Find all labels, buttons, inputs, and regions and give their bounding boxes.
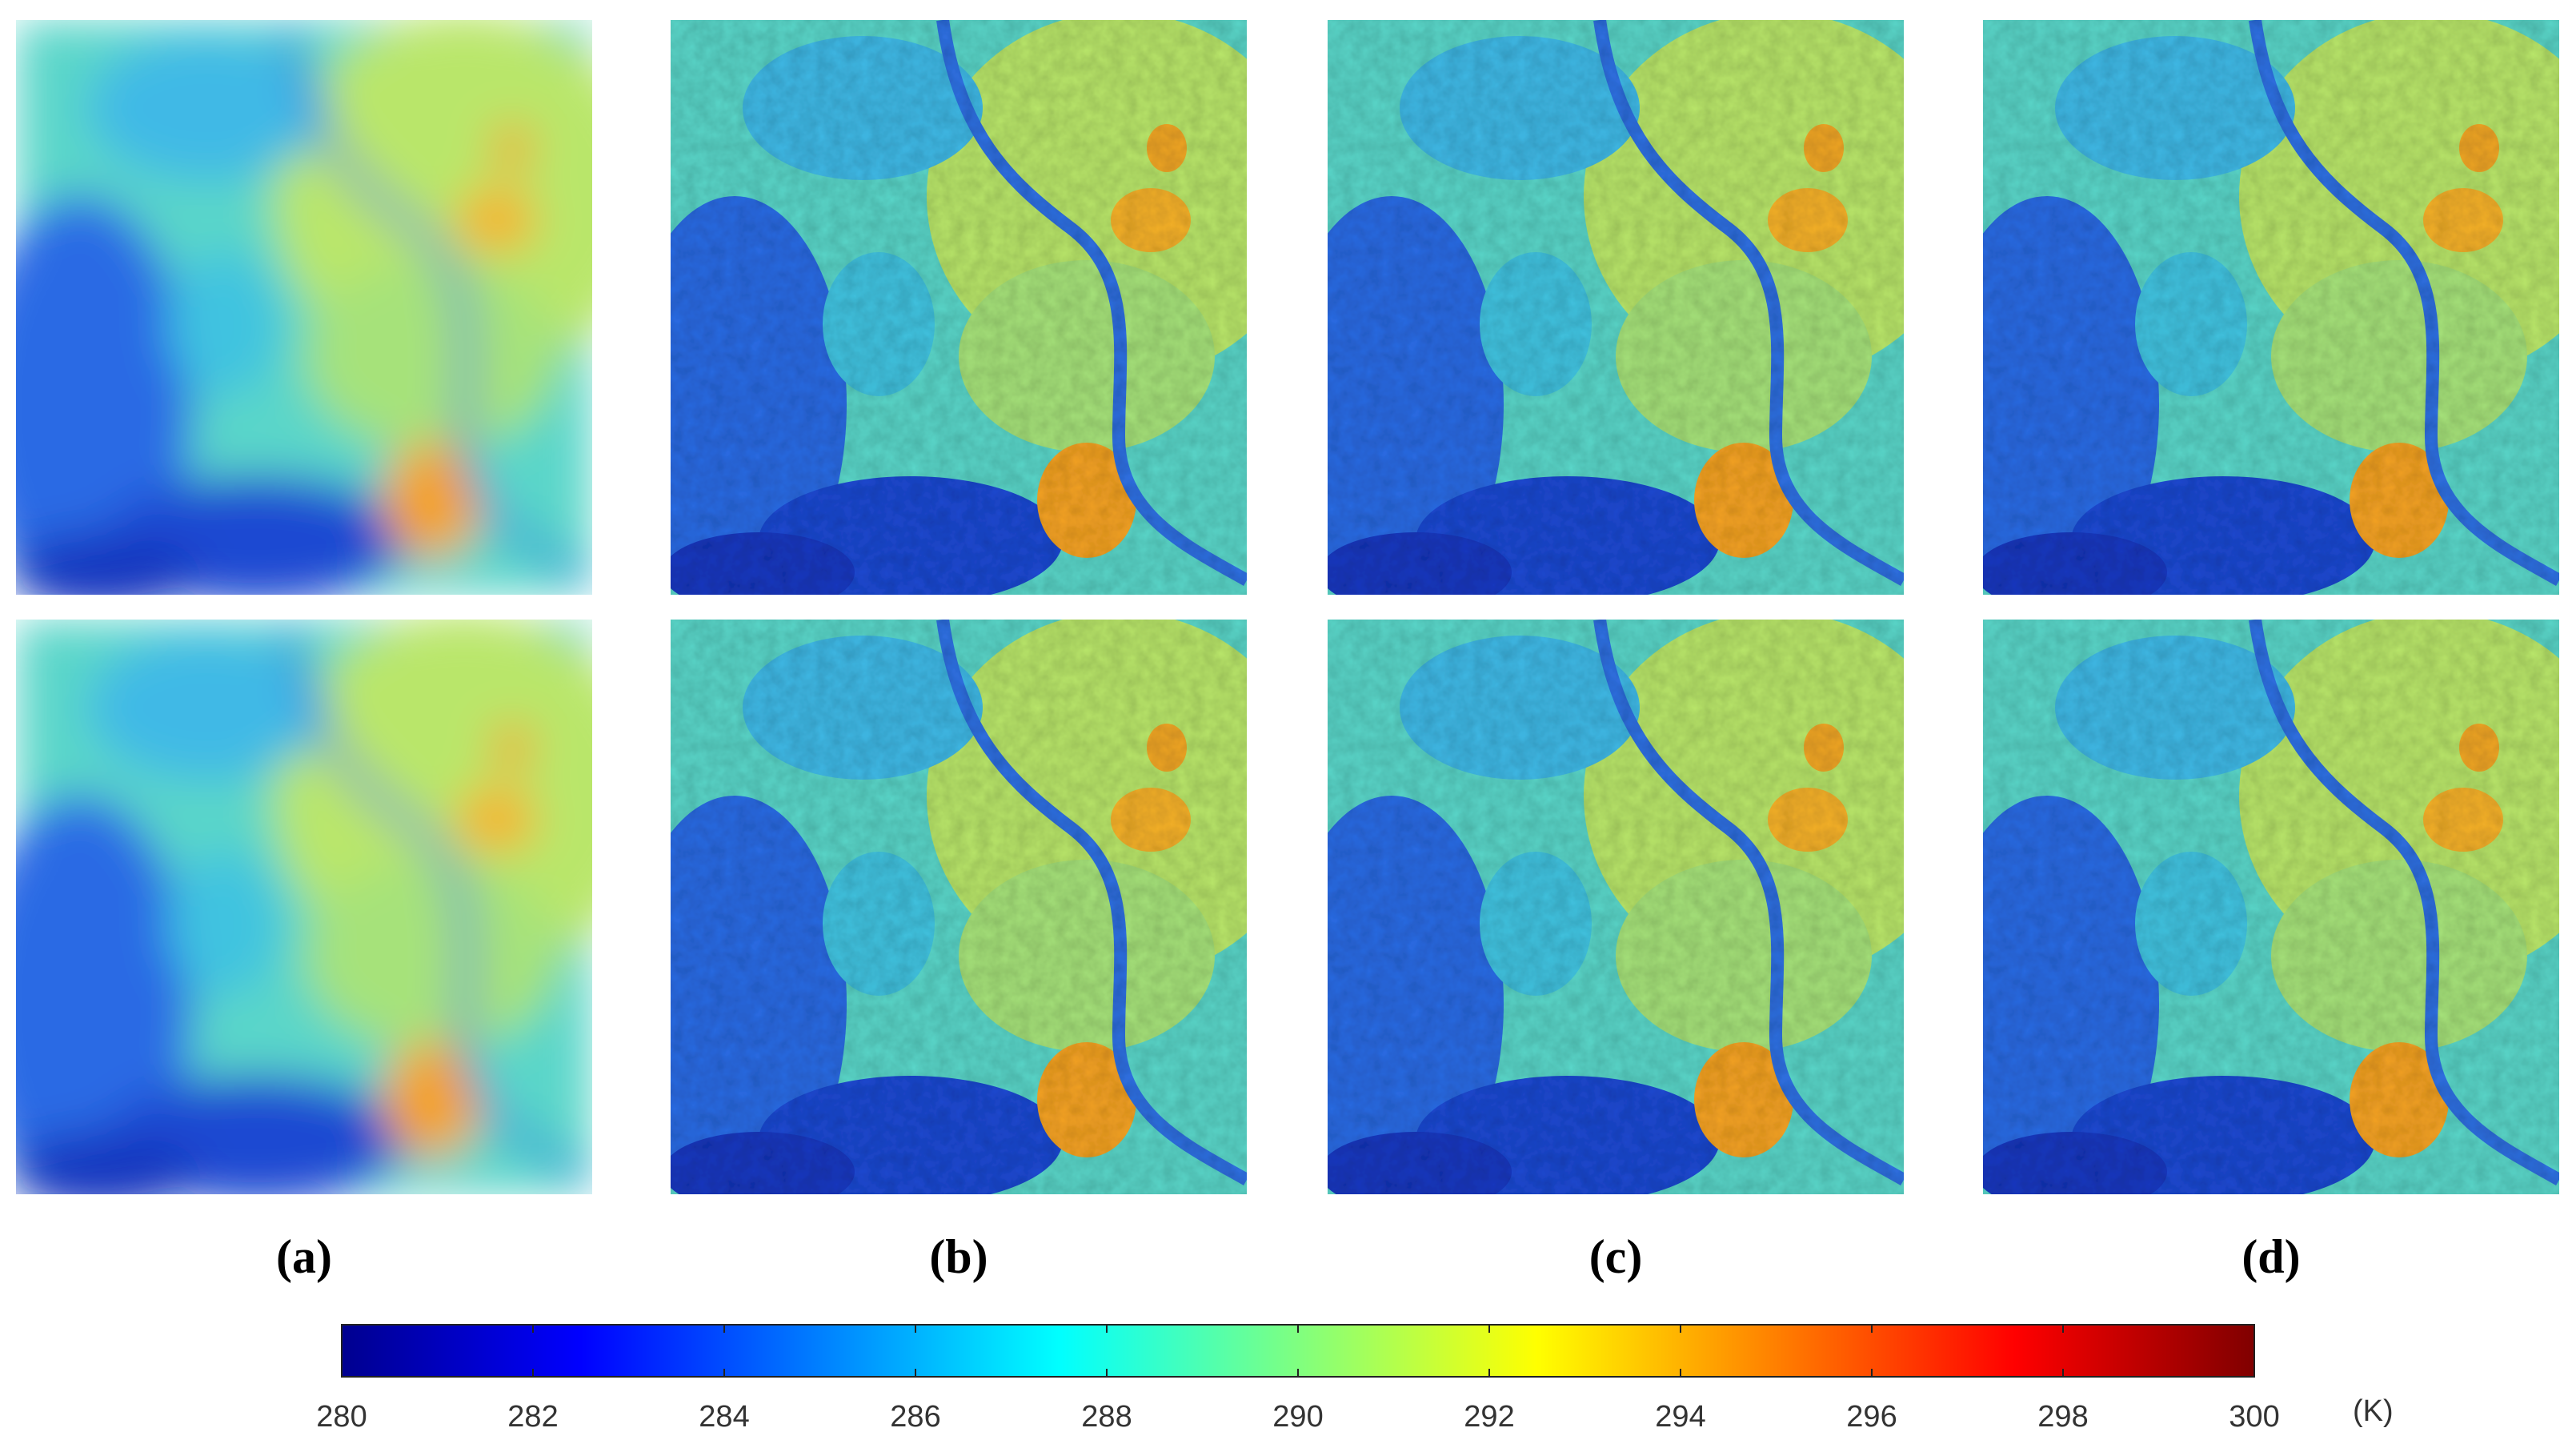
panel-d-bottom	[1935, 612, 2576, 1212]
tick-label: 294	[1655, 1400, 1705, 1434]
panel-b-bottom	[623, 612, 1311, 1212]
panel-label: (a)	[276, 1230, 332, 1283]
tick-label: 282	[507, 1400, 558, 1434]
tick-label: 290	[1272, 1400, 1323, 1434]
tick-label: 284	[699, 1400, 749, 1434]
panel-label: (b)	[929, 1230, 988, 1283]
tick-label: 288	[1081, 1400, 1132, 1434]
panel-b-top	[623, 12, 1311, 612]
tick-label: 296	[1846, 1400, 1897, 1434]
tick-label: 286	[890, 1400, 940, 1434]
tick-label: 300	[2229, 1400, 2279, 1434]
colorbar-gradient	[341, 1324, 2255, 1378]
tick-label: 292	[1464, 1400, 1514, 1434]
panel-a-top	[0, 12, 656, 612]
panel-label: (c)	[1589, 1230, 1643, 1283]
panel-c-top	[1280, 12, 1968, 612]
colorbar-unit: (K)	[2353, 1394, 2394, 1428]
panel-label: (d)	[2241, 1230, 2300, 1283]
tick-label: 280	[316, 1400, 367, 1434]
tick-label: 298	[2037, 1400, 2088, 1434]
colorbar: 280 282 284 286 288 290 292 294 296 298 300	[316, 1324, 2280, 1434]
panel-c-bottom	[1280, 612, 1968, 1212]
panel-a-bottom	[0, 612, 656, 1212]
panel-d-top	[1935, 12, 2576, 612]
